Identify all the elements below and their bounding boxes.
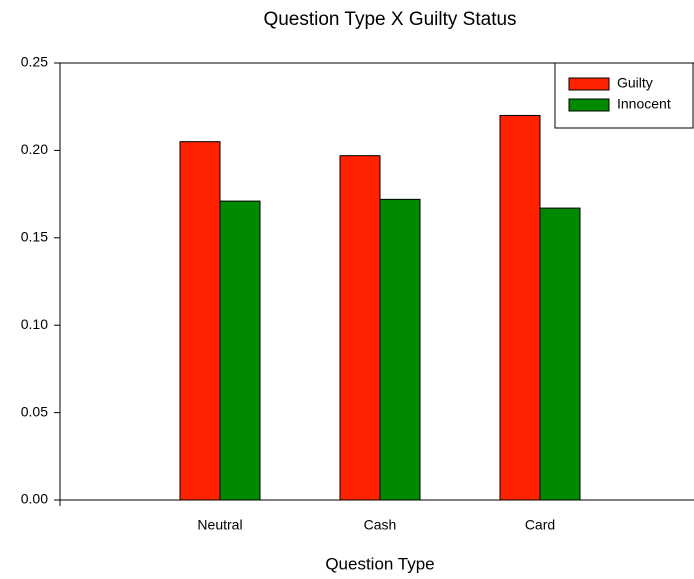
y-tick-label: 0.10: [21, 316, 48, 332]
y-tick-label: 0.25: [21, 54, 48, 70]
legend-box: [554, 62, 694, 129]
bar: [339, 155, 381, 501]
x-tick-label: Cash: [364, 517, 397, 533]
y-tick-label: 0.05: [21, 403, 48, 419]
bar: [499, 114, 541, 501]
y-tick-label: 0.20: [21, 141, 48, 157]
legend-swatch: [568, 98, 610, 112]
y-tick-label: 0.00: [21, 491, 48, 507]
x-tick-label: Neutral: [197, 517, 242, 533]
x-axis-label: Question Type: [325, 554, 434, 573]
bar: [219, 200, 261, 501]
x-tick-label: Card: [525, 517, 555, 533]
chart-title: Question Type X Guilty Status: [263, 9, 516, 30]
y-tick-label: 0.15: [21, 229, 48, 245]
bar: [179, 141, 221, 501]
legend-label: Guilty: [617, 75, 653, 91]
bar: [539, 207, 581, 501]
legend-swatch: [568, 77, 610, 91]
legend-label: Innocent: [617, 96, 671, 112]
bar: [379, 198, 421, 501]
